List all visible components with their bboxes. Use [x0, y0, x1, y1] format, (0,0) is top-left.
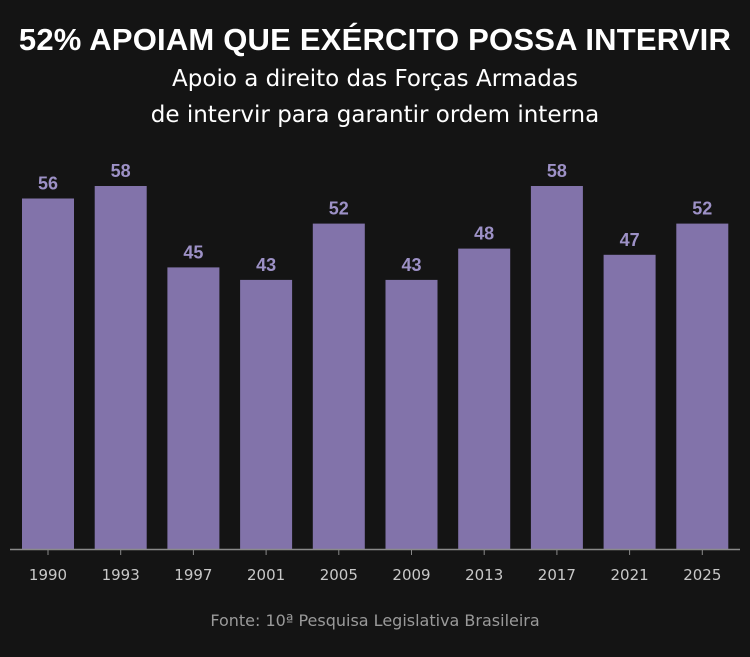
x-tick-label-2021: 2021 [611, 566, 649, 584]
bar-2009 [385, 279, 438, 549]
x-tick-label-1997: 1997 [174, 566, 212, 584]
bar-1993 [94, 186, 147, 549]
source-note: Fonte: 10ª Pesquisa Legislativa Brasilei… [210, 611, 540, 630]
value-label-1990: 56 [38, 174, 58, 194]
value-label-2021: 47 [620, 230, 640, 250]
bar-2025 [676, 223, 729, 549]
bar-2001 [240, 279, 293, 549]
value-label-2017: 58 [547, 161, 567, 181]
value-label-1997: 45 [183, 242, 203, 262]
chart-subtitle-line-1: Apoio a direito das Forças Armadas [172, 66, 578, 92]
value-label-2013: 48 [474, 224, 494, 244]
x-tick-label-2017: 2017 [538, 566, 576, 584]
value-label-2009: 43 [401, 255, 421, 275]
x-tick-label-2009: 2009 [392, 566, 430, 584]
bar-2013 [458, 248, 511, 549]
chart-subtitle-line-2: de intervir para garantir ordem interna [150, 102, 600, 128]
value-label-1993: 58 [111, 161, 131, 181]
x-tick-label-2005: 2005 [320, 566, 358, 584]
value-label-2001: 43 [256, 255, 276, 275]
bar-2017 [530, 186, 583, 549]
bar-2021 [603, 254, 656, 550]
bar-2005 [312, 223, 365, 549]
x-tick-label-2025: 2025 [683, 566, 721, 584]
chart-title: 52% APOIAM QUE EXÉRCITO POSSA INTERVIR [18, 22, 732, 57]
x-tick-label-2013: 2013 [465, 566, 503, 584]
x-tick-label-1993: 1993 [102, 566, 140, 584]
value-label-2025: 52 [692, 199, 712, 219]
bar-1997 [167, 267, 220, 549]
x-tick-label-1990: 1990 [29, 566, 67, 584]
bar-chart: 56 1990 58 1993 45 1997 43 2001 52 2005 43 2009 48 20… [10, 161, 740, 584]
x-tick-label-2001: 2001 [247, 566, 285, 584]
bar-1990 [22, 198, 74, 549]
value-label-2005: 52 [329, 199, 349, 219]
